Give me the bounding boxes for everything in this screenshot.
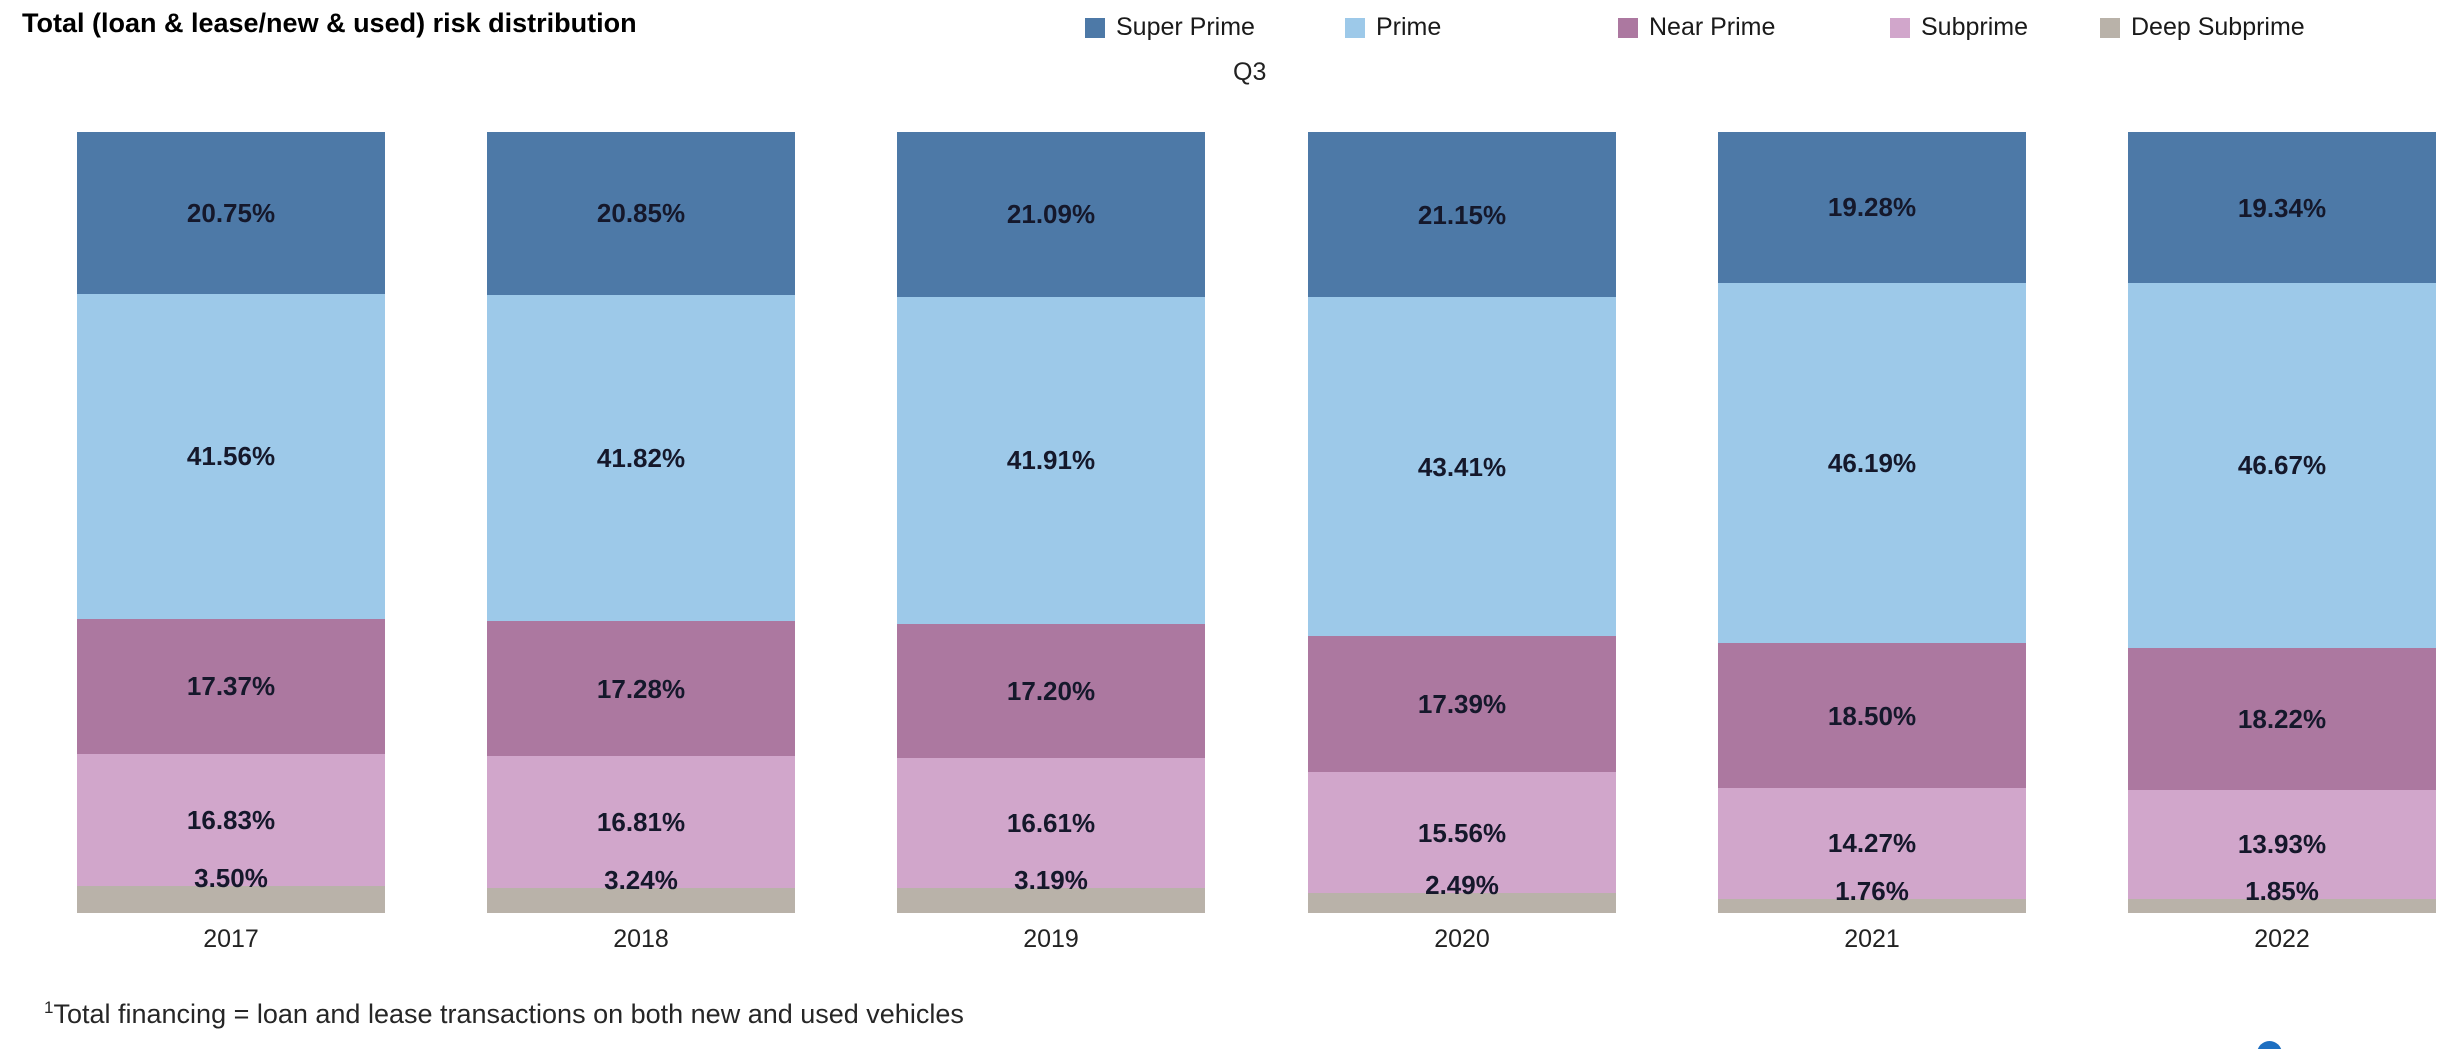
segment-value-label: 13.93% [2237,829,2327,860]
segment-value-label: 14.27% [1827,828,1917,859]
partial-blue-icon[interactable] [2257,1041,2282,1049]
segment-value-label: 41.82% [596,443,686,474]
segment-super-prime-2020[interactable]: 21.15% [1308,132,1616,298]
segment-near-prime-2018[interactable]: 17.28% [487,621,795,757]
segment-value-label: 46.67% [2237,450,2327,481]
bar-2017: 20.75% 41.56% 17.37% 16.83% 3.50% [77,132,385,913]
segment-super-prime-2021[interactable]: 19.28% [1718,132,2026,283]
segment-subprime-2020[interactable]: 15.56% [1308,771,1616,894]
segment-value-label: 16.61% [1006,808,1096,839]
segment-deep-subprime-2020[interactable]: 2.49% [1308,872,1616,913]
segment-value-label: 2.49% [1425,870,1499,901]
segment-value-label: 1.76% [1835,876,1909,907]
legend-label: Super Prime [1116,13,1255,41]
bar-2022: 19.34% 46.67% 18.22% 13.93% 1.85% [2128,132,2436,913]
segment-value-label: 17.37% [186,671,276,702]
segment-value-label: 15.56% [1417,817,1507,848]
segment-value-label: 16.81% [596,807,686,838]
legend-item-subprime[interactable]: Subprime [1890,13,2028,42]
legend-swatch-prime [1345,17,1365,38]
segment-value-label: 3.50% [194,862,268,893]
segment-super-prime-2022[interactable]: 19.34% [2128,132,2436,283]
legend-item-deep-subprime[interactable]: Deep Subprime [2100,13,2305,42]
segment-value-label: 19.34% [2237,192,2327,223]
segment-value-label: 41.56% [186,441,276,472]
quarter-label: Q3 [1233,58,1267,86]
segment-value-label: 18.22% [2237,703,2327,734]
legend-label: Deep Subprime [2131,13,2305,41]
x-axis-label-2019: 2019 [1023,925,1079,953]
segment-value-label: 1.85% [2245,875,2319,906]
bar-2018: 20.85% 41.82% 17.28% 16.81% 3.24% [487,132,795,913]
segment-value-label: 21.15% [1417,199,1507,230]
segment-value-label: 46.19% [1827,447,1917,478]
segment-value-label: 21.09% [1006,199,1096,230]
segment-value-label: 19.28% [1827,192,1917,223]
segment-near-prime-2021[interactable]: 18.50% [1718,643,2026,788]
segment-value-label: 3.19% [1014,864,1088,895]
footnote: 1Total financing = loan and lease transa… [44,999,964,1030]
segment-super-prime-2018[interactable]: 20.85% [487,132,795,295]
bar-2020: 21.15% 43.41% 17.39% 15.56% 2.49% [1308,132,1616,913]
segment-prime-2017[interactable]: 41.56% [77,294,385,619]
legend-label: Near Prime [1649,13,1776,41]
segment-near-prime-2020[interactable]: 17.39% [1308,636,1616,772]
legend-swatch-super-prime [1085,17,1105,38]
bar-2019: 21.09% 41.91% 17.20% 16.61% 3.19% [897,132,1205,913]
segment-prime-2020[interactable]: 43.41% [1308,297,1616,637]
segment-subprime-2019[interactable]: 16.61% [897,758,1205,888]
segment-value-label: 18.50% [1827,700,1917,731]
segment-near-prime-2019[interactable]: 17.20% [897,623,1205,759]
footnote-text: Total financing = loan and lease transac… [53,999,964,1029]
legend-swatch-subprime [1890,17,1910,38]
x-axis-label-2020: 2020 [1434,925,1490,953]
segment-deep-subprime-2018[interactable]: 3.24% [487,867,795,913]
chart-title: Total (loan & lease/new & used) risk dis… [22,8,637,38]
segment-subprime-2021[interactable]: 14.27% [1718,787,2026,900]
legend-label: Prime [1376,13,1442,41]
segment-prime-2018[interactable]: 41.82% [487,294,795,622]
segment-value-label: 16.83% [186,805,276,835]
legend-item-prime[interactable]: Prime [1345,13,1441,42]
segment-value-label: 43.41% [1417,451,1507,482]
segment-deep-subprime-2017[interactable]: 3.50% [77,865,385,913]
legend-swatch-near-prime [1618,17,1638,38]
segment-super-prime-2019[interactable]: 21.09% [897,132,1205,297]
segment-near-prime-2022[interactable]: 18.22% [2128,647,2436,790]
segment-value-label: 17.39% [1417,689,1507,720]
legend-swatch-deep-subprime [2100,17,2120,38]
segment-prime-2021[interactable]: 46.19% [1718,282,2026,644]
segment-value-label: 17.20% [1006,676,1096,707]
legend-item-super-prime[interactable]: Super Prime [1085,13,1255,42]
segment-value-label: 20.85% [596,198,686,229]
segment-prime-2019[interactable]: 41.91% [897,296,1205,624]
legend-item-near-prime[interactable]: Near Prime [1618,13,1775,42]
segment-value-label: 41.91% [1006,445,1096,476]
segment-deep-subprime-2022[interactable]: 1.85% [2128,878,2436,913]
x-axis-label-2018: 2018 [613,925,669,953]
segment-value-label: 3.24% [604,864,678,895]
x-axis-label-2017: 2017 [203,925,259,953]
legend-label: Subprime [1921,13,2028,41]
footnote-superscript: 1 [44,998,54,1017]
x-axis-label-2022: 2022 [2254,925,2310,953]
segment-subprime-2018[interactable]: 16.81% [487,756,795,888]
segment-subprime-2017[interactable]: 16.83% [77,754,385,886]
segment-value-label: 20.75% [186,198,276,229]
segment-super-prime-2017[interactable]: 20.75% [77,132,385,295]
segment-prime-2022[interactable]: 46.67% [2128,283,2436,648]
segment-value-label: 17.28% [596,673,686,704]
segment-near-prime-2017[interactable]: 17.37% [77,618,385,755]
x-axis-label-2021: 2021 [1844,925,1900,953]
bar-2021: 19.28% 46.19% 18.50% 14.27% 1.76% [1718,132,2026,913]
segment-deep-subprime-2019[interactable]: 3.19% [897,867,1205,913]
segment-deep-subprime-2021[interactable]: 1.76% [1718,878,2026,913]
segment-subprime-2022[interactable]: 13.93% [2128,789,2436,899]
